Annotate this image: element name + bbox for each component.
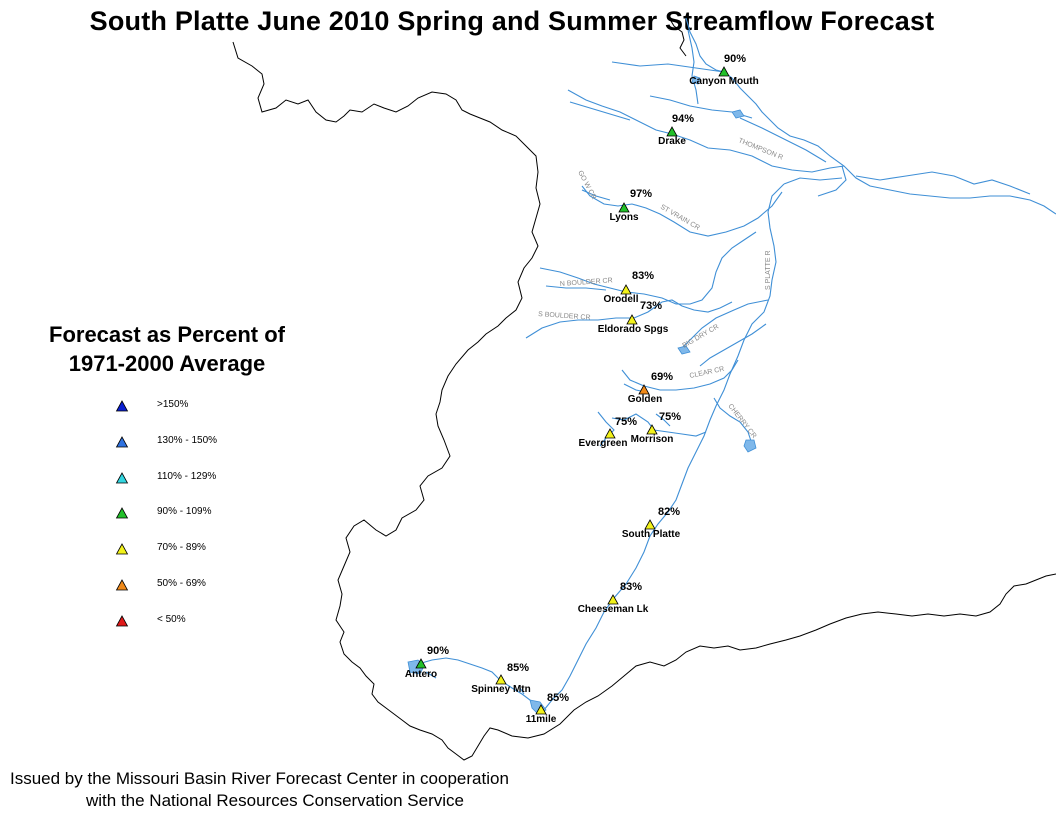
station-percent: 90% xyxy=(724,53,746,65)
station-name: 11mile xyxy=(526,714,557,725)
station-cheeseman-lk: 83% Cheeseman Lk xyxy=(578,581,649,615)
river-label: THOMPSON R xyxy=(737,137,784,161)
station-name: Canyon Mouth xyxy=(689,76,758,87)
legend-title-line2: 1971-2000 Average xyxy=(68,351,266,376)
legend-triangle-icon xyxy=(115,400,129,412)
station-percent: 73% xyxy=(640,300,662,312)
station-name: Lyons xyxy=(609,212,639,223)
station-lyons: 97% Lyons xyxy=(609,188,652,223)
river-label: S PLATTE R xyxy=(765,250,772,290)
legend-label: 50% - 69% xyxy=(157,577,206,589)
legend-label: 90% - 109% xyxy=(157,506,212,518)
basin-boundary-north xyxy=(667,15,687,57)
station-drake: 94% Drake xyxy=(658,113,694,147)
station-triangle-icon xyxy=(495,674,507,685)
station-name: South Platte xyxy=(622,529,681,540)
station-percent: 75% xyxy=(615,416,637,428)
legend-title-line1: Forecast as Percent of xyxy=(49,322,285,347)
station-triangle-icon xyxy=(415,658,427,669)
legend-item: 110% - 129% xyxy=(115,470,217,506)
legend-triangle-icon xyxy=(115,471,129,483)
station-evergreen: 75% Evergreen xyxy=(579,416,638,449)
station-percent: 97% xyxy=(630,188,652,200)
station-triangle-icon xyxy=(626,314,638,325)
station-name: Cheeseman Lk xyxy=(578,604,649,615)
footer-line2: with the National Resources Conservation… xyxy=(86,791,464,810)
station-golden: 69% Golden xyxy=(628,371,673,405)
station-triangle-icon xyxy=(644,519,656,530)
legend-item: < 50% xyxy=(115,613,217,649)
river-network xyxy=(417,17,1056,713)
station-percent: 85% xyxy=(507,662,529,674)
station-name: Orodell xyxy=(603,294,638,305)
footer-credit: Issued by the Missouri Basin River Forec… xyxy=(10,768,610,812)
legend-triangle-icon xyxy=(115,507,129,519)
legend-triangle-icon xyxy=(115,579,129,591)
river-label: ST VRAIN CR xyxy=(659,204,701,232)
station-triangle-icon xyxy=(666,126,678,137)
station-name: Golden xyxy=(628,394,662,405)
station-percent: 83% xyxy=(620,581,642,593)
river-label: BIG DRY CR xyxy=(682,323,721,349)
station-name: Morrison xyxy=(631,434,674,445)
station-triangle-icon xyxy=(718,66,730,77)
station-11mile: 85% 11mile xyxy=(526,692,570,725)
legend-item: >150% xyxy=(115,398,217,434)
basin-boundary xyxy=(232,41,1056,761)
station-triangle-icon xyxy=(618,202,630,213)
station-percent: 82% xyxy=(658,506,680,518)
station-percent: 75% xyxy=(659,411,681,423)
station-triangle-icon xyxy=(535,704,547,715)
station-antero: 90% Antero xyxy=(405,645,449,680)
station-triangle-icon xyxy=(604,428,616,439)
map-title: South Platte June 2010 Spring and Summer… xyxy=(89,6,935,36)
legend-triangle-icon xyxy=(115,543,129,555)
legend-label: 70% - 89% xyxy=(157,542,206,554)
footer-line1: Issued by the Missouri Basin River Forec… xyxy=(10,769,509,788)
station-percent: 90% xyxy=(427,645,449,657)
station-triangle-icon xyxy=(646,424,658,435)
station-triangle-icon xyxy=(638,384,650,395)
station-south-platte: 82% South Platte xyxy=(622,506,681,540)
river-label: GO W CR xyxy=(576,170,597,201)
legend-label: >150% xyxy=(157,399,189,410)
station-triangle-icon xyxy=(607,594,619,605)
station-name: Drake xyxy=(658,136,686,147)
station-canyon-mouth: 90% Canyon Mouth xyxy=(689,53,758,87)
river-label: CHERRY CR xyxy=(726,403,757,440)
legend-label: < 50% xyxy=(157,613,186,625)
river-label: N BOULDER CR xyxy=(560,277,613,288)
legend: >150% 130% - 150% 110% - 129% 90% - 109% 70%… xyxy=(115,398,217,649)
legend-triangle-icon xyxy=(115,614,129,627)
reservoirs xyxy=(407,75,757,715)
river-label: CLEAR CR xyxy=(689,366,725,380)
station-triangle-icon xyxy=(620,284,632,295)
legend-label: 110% - 129% xyxy=(157,470,217,482)
station-name: Evergreen xyxy=(579,438,628,449)
legend-item: 130% - 150% xyxy=(115,434,217,470)
station-orodell: 83% Orodell xyxy=(603,270,654,305)
legend-triangle-icon xyxy=(115,435,129,448)
station-eldorado-spgs: 73% Eldorado Spgs xyxy=(598,300,669,335)
river-label: S BOULDER CR xyxy=(538,311,591,322)
station-spinney-mtn: 85% Spinney Mtn xyxy=(471,662,530,695)
legend-item: 90% - 109% xyxy=(115,505,217,541)
station-percent: 69% xyxy=(651,371,673,383)
legend-label: 130% - 150% xyxy=(157,434,218,446)
legend-title: Forecast as Percent of 1971-2000 Average xyxy=(12,320,322,378)
station-percent: 94% xyxy=(672,113,694,125)
legend-item: 50% - 69% xyxy=(115,577,217,613)
station-name: Spinney Mtn xyxy=(471,684,530,695)
station-percent: 83% xyxy=(632,270,654,282)
station-name: Eldorado Spgs xyxy=(598,324,669,335)
station-morrison: 75% Morrison xyxy=(631,411,682,445)
station-name: Antero xyxy=(405,669,437,680)
forecast-stations: 90% Canyon Mouth 94% Drake 97% Lyons 83% Orodel… xyxy=(405,53,759,725)
station-percent: 85% xyxy=(547,692,569,704)
legend-item: 70% - 89% xyxy=(115,541,217,577)
